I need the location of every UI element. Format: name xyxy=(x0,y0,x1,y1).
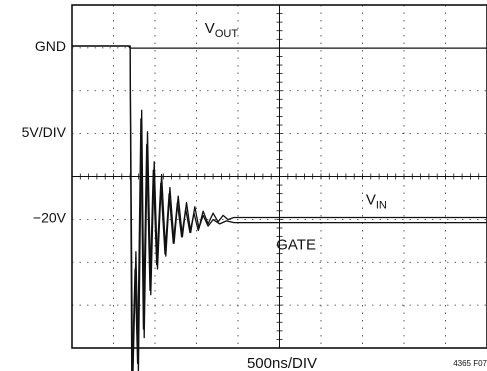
series-label-v-in: VIN xyxy=(366,192,387,212)
y-tick-label: GND xyxy=(35,38,66,54)
trace-v-in xyxy=(72,45,487,371)
trace-gate xyxy=(72,45,487,371)
y-tick-labels: GND 5V/DIV −20V xyxy=(22,38,67,226)
traces xyxy=(72,45,487,371)
series-labels: VOUT VIN GATE xyxy=(205,20,387,254)
x-axis-label: 500ns/DIV xyxy=(247,355,317,371)
figure-id: 4365 F07 xyxy=(453,359,487,368)
series-label-v-out: VOUT xyxy=(205,20,239,40)
y-tick-label: −20V xyxy=(33,210,67,226)
series-label-gate: GATE xyxy=(276,237,316,254)
y-tick-label: 5V/DIV xyxy=(22,124,67,140)
plot-frame xyxy=(71,4,487,349)
